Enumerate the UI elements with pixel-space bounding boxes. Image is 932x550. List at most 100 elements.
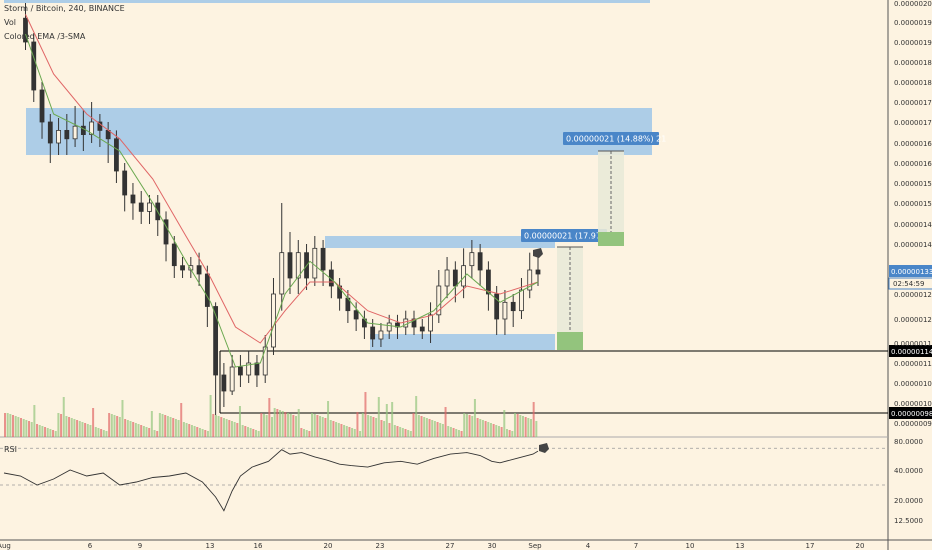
volume-bar [193, 426, 196, 437]
volume-bar [452, 428, 455, 437]
resistance-zone [4, 0, 650, 3]
candle-body [89, 121, 95, 135]
volume-bar [420, 416, 423, 437]
price-tick-label: 0.00000155 [894, 180, 932, 188]
volume-bar [97, 428, 100, 437]
rsi-line [3, 449, 539, 512]
support-price-label: 0.00000098 [891, 410, 932, 418]
volume-bar [204, 430, 207, 437]
volume-bar [54, 431, 57, 437]
volume-bar [180, 403, 183, 437]
volume-bar [164, 415, 167, 437]
volume-bar [169, 417, 172, 437]
volume-bar [196, 427, 199, 437]
volume-bar [92, 408, 95, 437]
candle-body [246, 362, 252, 376]
time-tick-label: 6 [88, 542, 93, 550]
candle-body [97, 121, 103, 131]
measure-label: 0.00000021 (14.88%) 21 [566, 135, 666, 144]
resistance-zone [325, 236, 555, 248]
volume-bar [343, 425, 346, 437]
chart-legend: Storm / Bitcoin, 240, BINANCE Vol Colore… [4, 2, 125, 44]
candle-body [527, 269, 533, 291]
volume-bar [30, 422, 33, 437]
volume-bar [471, 416, 474, 437]
candle-body [403, 318, 409, 328]
volume-bar [238, 406, 241, 437]
volume-bar [495, 425, 498, 437]
measure-label-box [563, 132, 659, 145]
candle-body [138, 202, 144, 212]
candle-body [312, 247, 318, 279]
volume-bar [118, 417, 121, 437]
volume-bar [17, 417, 20, 437]
rsi-tick-label: 40.0000 [894, 467, 923, 475]
volume-bar [84, 423, 87, 437]
volume-bar [516, 414, 519, 437]
volume-bar [463, 413, 466, 437]
volume-bar [105, 431, 108, 437]
volume-bar [295, 416, 298, 437]
price-tick-label: 0.00000106 [894, 380, 932, 388]
candle-body [196, 265, 202, 275]
candle-body [47, 121, 53, 144]
volume-bar [351, 428, 354, 437]
volume-bar [9, 414, 12, 437]
volume-bar [364, 392, 367, 437]
volume-bar [399, 427, 402, 437]
volume-bar [89, 425, 92, 437]
volume-bar [102, 430, 105, 437]
candle-body [254, 362, 260, 376]
volume-bar [33, 405, 36, 437]
volume-bar [308, 431, 311, 437]
candle-body [271, 293, 276, 348]
volume-bar [222, 418, 225, 437]
volume-bar [407, 430, 410, 437]
volume-bar [198, 428, 201, 437]
candle-body [428, 314, 433, 332]
volume-bar [412, 413, 415, 437]
candle-body [72, 125, 78, 140]
volume-bar [423, 417, 426, 437]
volume-bar [190, 425, 193, 437]
price-tick-label: 0.00000195 [894, 19, 932, 27]
time-tick-label: 20 [856, 542, 865, 550]
volume-bar [182, 422, 185, 437]
volume-bar [12, 415, 15, 437]
rsi-label: RSI [4, 445, 17, 454]
indicator-ema-sma: Colored EMA /3-SMA [4, 32, 86, 41]
volume-bar [519, 415, 522, 437]
volume-bar [113, 415, 116, 437]
volume-bar [177, 420, 180, 437]
volume-bar [500, 427, 503, 437]
volume-bar [497, 426, 500, 437]
volume-bar [214, 415, 217, 437]
volume-bar [121, 400, 124, 437]
price-tick-label: 0.00000175 [894, 99, 932, 107]
countdown-tag [888, 277, 932, 290]
measure-entry-box [557, 332, 583, 350]
volume-bar [508, 430, 511, 437]
volume-bar [108, 413, 111, 437]
candle-body [80, 125, 86, 135]
volume-bar [503, 410, 506, 437]
volume-bar [271, 417, 273, 437]
price-tick-label: 0.00000096 [894, 420, 932, 428]
candle-body [411, 318, 417, 328]
volume-bar [201, 429, 204, 437]
volume-bar [14, 416, 17, 437]
volume-bar [276, 409, 279, 437]
volume-bar [428, 419, 431, 437]
volume-bar [345, 426, 348, 437]
volume-bar [535, 421, 538, 437]
volume-bar [257, 431, 260, 437]
candle-body [320, 247, 326, 271]
sma-line [25, 33, 539, 368]
time-tick-label: 9 [138, 542, 142, 550]
rsi-tick-label: 20.0000 [894, 497, 923, 505]
volume-bar [465, 414, 468, 437]
